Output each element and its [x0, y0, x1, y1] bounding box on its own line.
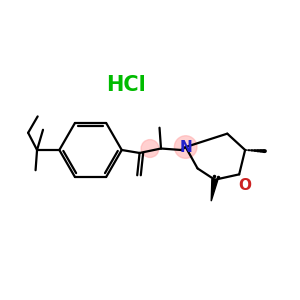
- Circle shape: [141, 140, 159, 158]
- Text: N: N: [179, 140, 192, 154]
- Text: HCl: HCl: [106, 75, 146, 94]
- Circle shape: [174, 136, 197, 158]
- Polygon shape: [211, 179, 218, 201]
- Text: O: O: [238, 178, 252, 193]
